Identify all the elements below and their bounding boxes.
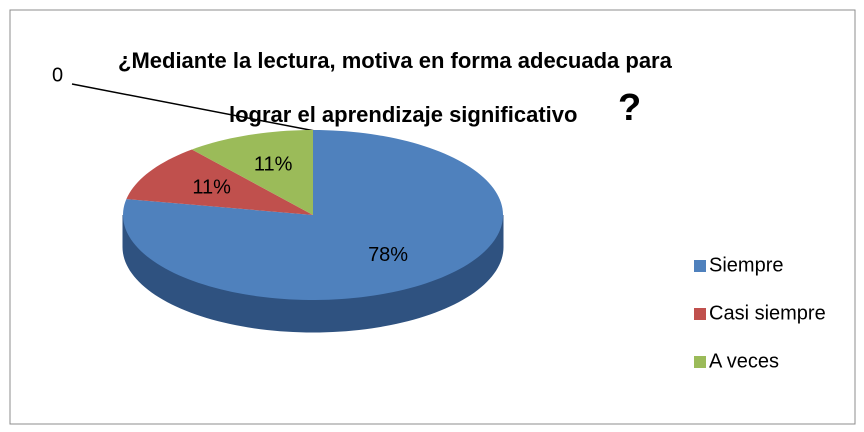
chart-title: lograr el aprendizaje significativo — [229, 102, 577, 127]
legend-label: Casi siempre — [709, 302, 826, 324]
legend-label: A veces — [709, 350, 779, 372]
pie-slice — [126, 149, 314, 215]
chart-title: ¿Mediante la lectura, motiva en forma ad… — [118, 48, 673, 73]
leader-line — [71, 83, 316, 132]
data-label: 11% — [192, 176, 231, 198]
pie-slice — [191, 130, 313, 215]
pie-side — [122, 214, 504, 333]
legend-swatch — [694, 356, 706, 368]
legend-swatch — [694, 308, 706, 320]
legend-swatch — [694, 260, 706, 272]
data-label: 11% — [254, 154, 293, 176]
data-label: 78% — [368, 244, 408, 266]
pie-slice — [123, 130, 503, 300]
pie — [122, 130, 504, 333]
legend-label: Siempre — [709, 254, 783, 276]
annotation: 0 — [52, 64, 63, 86]
chart-title-mark: ? — [618, 87, 641, 129]
